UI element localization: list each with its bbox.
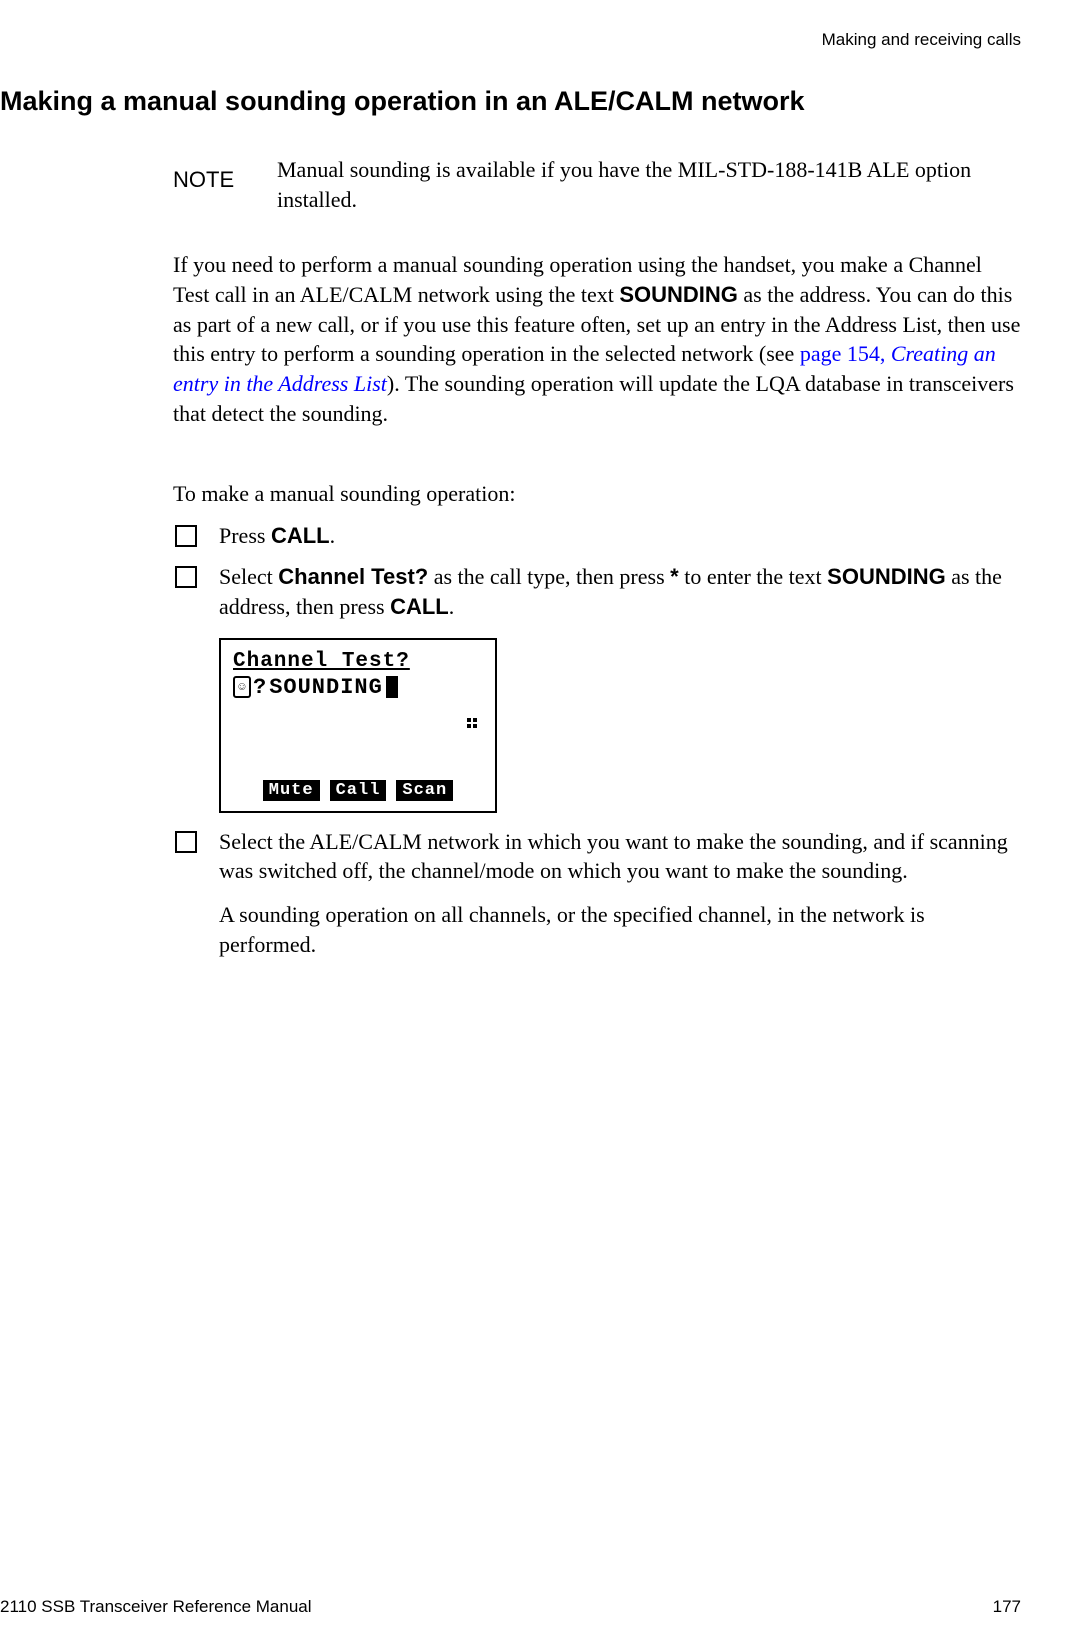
- step-1-text: Press CALL.: [219, 521, 1021, 551]
- step-2-c: to enter the text: [679, 564, 827, 589]
- step-2-bold-sounding: SOUNDING: [827, 564, 946, 589]
- page: Making and receiving calls Making a manu…: [0, 0, 1065, 1639]
- lcd-softkeys: Mute Call Scan: [233, 780, 483, 803]
- lcd-cursor: [386, 676, 398, 698]
- checkbox-icon: [175, 566, 197, 588]
- step-2-b: as the call type, then press: [428, 564, 670, 589]
- lcd-indicator-icon: [467, 718, 479, 730]
- step-3-text: Select the ALE/CALM network in which you…: [219, 827, 1021, 886]
- lcd-value: SOUNDING: [269, 675, 383, 700]
- running-head: Making and receiving calls: [0, 30, 1021, 50]
- softkey-scan: Scan: [396, 780, 453, 801]
- lcd-face-icon: ☺: [233, 676, 251, 698]
- softkey-call: Call: [330, 780, 387, 801]
- steps-intro: To make a manual sounding operation:: [173, 481, 1021, 507]
- step-2-bold-call: CALL: [390, 594, 449, 619]
- lcd-input-line: ☺ ? SOUNDING: [233, 675, 483, 700]
- content-block: NOTE Manual sounding is available if you…: [173, 155, 1021, 959]
- step-2: Select Channel Test? as the call type, t…: [173, 562, 1021, 621]
- note-text: Manual sounding is available if you have…: [277, 155, 1021, 214]
- lcd-title: Channel Test?: [233, 650, 483, 673]
- intro-paragraph: If you need to perform a manual sounding…: [173, 250, 1021, 428]
- step-3-followup: A sounding operation on all channels, or…: [219, 900, 1021, 959]
- step-3: Select the ALE/CALM network in which you…: [173, 827, 1021, 886]
- lcd-screen: Channel Test? ☺ ? SOUNDING Mute Call Sca: [219, 638, 497, 813]
- step-2-bold-star: *: [670, 564, 679, 589]
- note-block: NOTE Manual sounding is available if you…: [173, 155, 1021, 214]
- step-2-e: .: [449, 594, 455, 619]
- footer-manual-title: 2110 SSB Transceiver Reference Manual: [0, 1597, 312, 1617]
- step-1-a: Press: [219, 523, 271, 548]
- note-label: NOTE: [173, 155, 277, 193]
- section-title: Making a manual sounding operation in an…: [0, 86, 1021, 117]
- step-2-text: Select Channel Test? as the call type, t…: [219, 562, 1021, 621]
- step-1-bold-call: CALL: [271, 523, 330, 548]
- step-2-a: Select: [219, 564, 278, 589]
- checkbox-icon: [175, 831, 197, 853]
- link-page-ref[interactable]: page 154,: [800, 341, 891, 366]
- lcd-question-icon: ?: [253, 675, 266, 700]
- footer: 2110 SSB Transceiver Reference Manual 17…: [0, 1597, 1021, 1617]
- lcd-figure: Channel Test? ☺ ? SOUNDING Mute Call Sca: [219, 638, 1021, 813]
- step-2-bold-channeltest: Channel Test?: [278, 564, 428, 589]
- step-1: Press CALL.: [173, 521, 1021, 551]
- footer-page-number: 177: [993, 1597, 1021, 1617]
- intro-bold-sounding: SOUNDING: [619, 282, 738, 307]
- step-1-b: .: [330, 523, 336, 548]
- softkey-mute: Mute: [263, 780, 320, 801]
- checkbox-icon: [175, 525, 197, 547]
